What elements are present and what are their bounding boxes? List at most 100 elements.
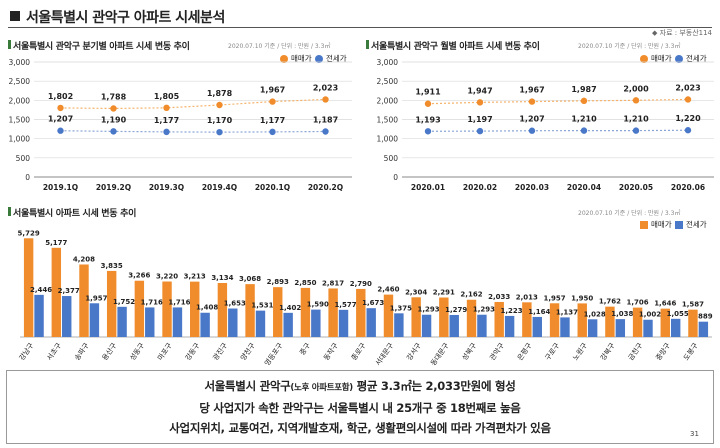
data-point: [269, 98, 276, 105]
jeonse-data-label: 1,293: [417, 306, 439, 314]
legend-sale-label: 매매가: [651, 54, 672, 63]
district-legend-sale: 매매가: [640, 219, 672, 230]
district-panel-title: 서울특별시 아파트 시세 변동 추이: [8, 206, 137, 219]
sale-data-label: 3,213: [184, 273, 206, 281]
category-label: 강서구: [405, 341, 424, 362]
data-point: [216, 101, 223, 109]
data-point: [424, 100, 432, 107]
sale-data-label: 2,893: [267, 278, 289, 286]
sale-data-label: 3,266: [128, 272, 150, 280]
category-label: 은평구: [515, 341, 534, 362]
sale-bar: [217, 282, 228, 337]
jeonse-data-label: 1,002: [639, 311, 661, 319]
jeonse-data-label: 1,716: [168, 298, 190, 306]
district-meta: 2020.07.10 기준 / 단위 : 만원 / 3.3㎡: [578, 210, 681, 217]
data-label: 1,967: [260, 86, 285, 95]
monthly-meta: 2020.07.10 기준 / 단위 : 만원 / 3.3㎡: [578, 43, 681, 50]
jeonse-data-label: 1,375: [390, 304, 412, 312]
jeonse-bar: [338, 309, 349, 337]
category-label: 중랑구: [654, 341, 672, 362]
summary-line-3: 사업지위치, 교통여건, 지역개발호재, 학군, 생활편의시설에 따라 가격편차…: [169, 421, 551, 435]
sale-data-label: 2,304: [405, 288, 427, 296]
sale-data-label: 2,291: [433, 289, 455, 297]
jeonse-bar: [504, 315, 515, 337]
sale-bar: [300, 287, 311, 337]
jeonse-bar: [587, 319, 598, 337]
data-label: 1,802: [48, 92, 73, 101]
page-title: 서울특별시 관악구 아파트 시세분석: [26, 10, 225, 26]
jeonse-bar: [366, 308, 376, 337]
category-label: 종로구: [350, 341, 368, 362]
sale-data-label: 2,850: [294, 279, 316, 287]
sale-bar: [79, 264, 89, 337]
y-tick-label: 1,000: [377, 135, 399, 144]
orange-square-icon: [640, 220, 648, 229]
sale-data-label: 1,950: [571, 294, 593, 302]
series-line: [60, 130, 326, 133]
category-label: 금천구: [626, 341, 645, 362]
y-tick-label: 3,000: [9, 58, 31, 67]
orange-dot-icon: [280, 54, 288, 63]
category-label: 동작구: [321, 341, 340, 362]
sale-bar: [383, 294, 394, 337]
data-label: 1,967: [519, 86, 544, 95]
data-label: 1,177: [154, 116, 179, 125]
x-tick-label: 2020.2Q: [308, 183, 343, 192]
sale-data-label: 1,706: [627, 299, 649, 307]
summary-box: 서울특별시 관악구(노후 아파트포함) 평균 3.3㎡는 2,033만원에 형성…: [6, 370, 714, 444]
data-point: [322, 96, 329, 103]
sale-bar: [190, 281, 200, 337]
blue-dot-icon: [315, 54, 323, 63]
x-tick-label: 2020.01: [411, 183, 445, 192]
data-label: 2,023: [675, 83, 700, 92]
y-tick-label: 1,500: [9, 116, 31, 125]
data-point: [580, 127, 588, 134]
sale-data-label: 3,220: [156, 273, 178, 281]
panel-marker-icon: [8, 207, 11, 216]
quarterly-title-text: 서울특별시 관악구 분기별 아파트 시세 변동 추이: [13, 42, 190, 52]
category-label: 광진구: [211, 341, 230, 362]
sale-data-label: 1,587: [682, 301, 704, 309]
data-point: [163, 104, 170, 112]
sale-bar: [660, 308, 670, 337]
y-tick-label: 500: [384, 154, 399, 163]
category-label: 양천구: [238, 341, 257, 362]
category-label: 구로구: [544, 341, 562, 362]
jeonse-bar: [255, 310, 266, 337]
data-label: 1,207: [519, 115, 544, 124]
jeonse-bar: [421, 314, 432, 337]
sale-data-label: 5,177: [45, 239, 67, 247]
sale-data-label: 2,817: [322, 279, 344, 287]
data-label: 1,190: [101, 115, 127, 124]
jeonse-data-label: 1,577: [334, 301, 356, 309]
sale-bar: [522, 302, 532, 337]
data-label: 1,805: [154, 92, 180, 101]
data-point: [684, 127, 692, 134]
jeonse-bar: [34, 294, 44, 337]
category-label: 영등포구: [262, 341, 284, 368]
sale-data-label: 2,013: [516, 293, 538, 301]
jeonse-data-label: 1,279: [445, 306, 467, 314]
sale-bar: [51, 247, 62, 337]
sale-bar: [411, 297, 421, 337]
quarterly-meta: 2020.07.10 기준 / 단위 : 만원 / 3.3㎡: [228, 43, 331, 50]
data-point: [110, 128, 117, 135]
sale-bar: [549, 303, 560, 337]
district-title-text: 서울특별시 아파트 시세 변동 추이: [13, 209, 137, 219]
sale-bar: [605, 306, 615, 337]
category-label: 노원구: [571, 341, 590, 362]
summary-district: 서울특별시 관악구: [204, 379, 291, 393]
title-square-icon: [10, 11, 20, 21]
quarterly-legend-jeonse: 전세가: [315, 53, 347, 64]
category-label: 동대문구: [429, 341, 451, 367]
category-label: 관악구: [488, 341, 507, 362]
jeonse-data-label: 889: [698, 313, 713, 321]
y-tick-label: 2,500: [9, 77, 31, 86]
jeonse-bar: [698, 321, 709, 337]
sale-data-label: 3,134: [211, 274, 233, 282]
quarterly-line-chart: 0 500 1,000 1,500 2,000 2,500 3,000 2019.1Q 2019…: [9, 58, 352, 192]
data-point: [57, 127, 64, 134]
monthly-legend-jeonse: 전세가: [675, 53, 707, 64]
data-point: [57, 104, 64, 112]
jeonse-data-label: 1,137: [556, 308, 578, 316]
